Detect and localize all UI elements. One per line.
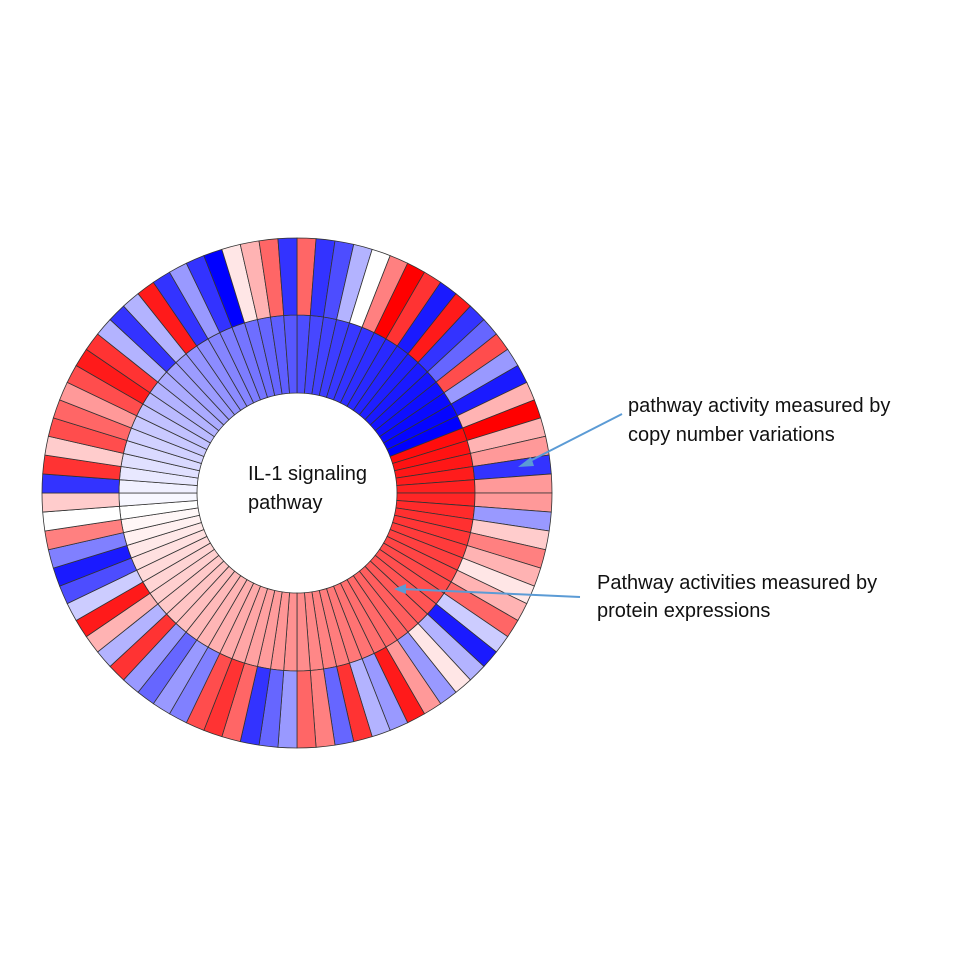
center-label-line-2: pathway (248, 492, 323, 514)
callout-protein-arrow-line (401, 588, 581, 598)
callout-protein-label: Pathway activities measured by protein e… (597, 572, 883, 622)
callout-protein-line-2: protein expressions (597, 600, 770, 622)
callout-protein: Pathway activities measured by protein e… (394, 572, 883, 622)
callout-protein-line-1: Pathway activities measured by (597, 572, 877, 594)
center-label: IL-1 signaling pathway (248, 463, 373, 514)
outer-ring-cell (277, 237, 298, 316)
outer-ring-copy-number (41, 237, 553, 749)
callout-copy-number-arrowhead (518, 457, 534, 467)
callout-copy-number: pathway activity measured by copy number… (518, 395, 896, 467)
callout-copy-number-label: pathway activity measured by copy number… (628, 395, 896, 446)
center-label-line-1: IL-1 signaling (248, 463, 367, 485)
callouts: pathway activity measured by copy number… (394, 395, 896, 622)
callout-copy-number-arrow-line (525, 413, 623, 464)
callout-protein-arrowhead (394, 584, 406, 594)
callout-copy-number-line-1: pathway activity measured by (628, 395, 890, 417)
callout-copy-number-line-2: copy number variations (628, 424, 835, 446)
